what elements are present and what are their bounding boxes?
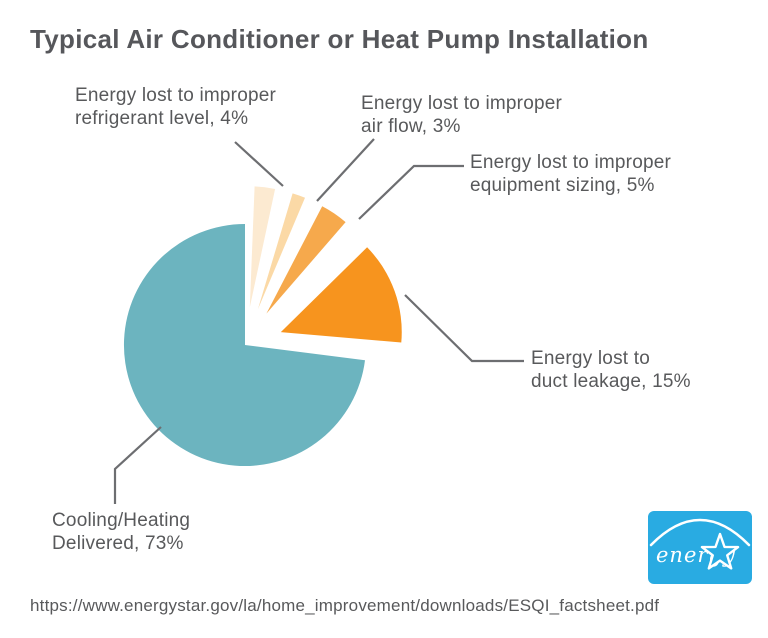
callout-airflow-line2: air flow, 3%	[361, 116, 461, 137]
callout-airflow-line1: Energy lost to improper	[361, 93, 563, 114]
leader-line-cooling	[113, 426, 162, 504]
callout-refrigerant-level: Energy lost to improper refrigerant leve…	[75, 84, 276, 130]
callout-sizing-line2: equipment sizing, 5%	[470, 175, 655, 196]
pie-slice-0	[249, 186, 276, 308]
callout-duct-line1: Energy lost to	[531, 348, 650, 369]
callout-sizing-line1: Energy lost to improper	[470, 152, 672, 173]
callout-refrigerant-line1: Energy lost to improper	[75, 85, 277, 106]
callout-cooling-heating-delivered: Cooling/Heating Delivered, 73%	[52, 509, 190, 555]
page-title: Typical Air Conditioner or Heat Pump Ins…	[30, 24, 649, 54]
leader-line-airflow	[316, 138, 375, 202]
energy-star-logo: energy	[648, 511, 752, 584]
callout-cooling-line2: Delivered, 73%	[52, 533, 184, 554]
pie-slice-1	[257, 193, 305, 310]
callout-refrigerant-line2: refrigerant level, 4%	[75, 108, 249, 129]
energy-star-arc	[649, 518, 751, 547]
leader-line-sizing	[358, 164, 464, 220]
callout-cooling-line1: Cooling/Heating	[52, 510, 191, 531]
callout-duct-line2: duct leakage, 15%	[531, 371, 691, 392]
pie-slice-3	[280, 247, 402, 343]
leader-lines-group	[113, 138, 524, 504]
callout-air-flow: Energy lost to improper air flow, 3%	[361, 92, 562, 138]
callout-duct-leakage: Energy lost to duct leakage, 15%	[531, 347, 691, 393]
leader-line-duct	[404, 294, 524, 363]
callout-equipment-sizing: Energy lost to improper equipment sizing…	[470, 151, 671, 197]
energy-star-star-icon	[700, 532, 740, 570]
pie-slices-group	[123, 186, 402, 466]
source-url: https://www.energystar.gov/la/home_impro…	[30, 596, 660, 615]
pie-slice-2	[266, 206, 346, 314]
leader-line-refrigerant	[234, 141, 284, 187]
pie-slice-4	[123, 223, 365, 466]
